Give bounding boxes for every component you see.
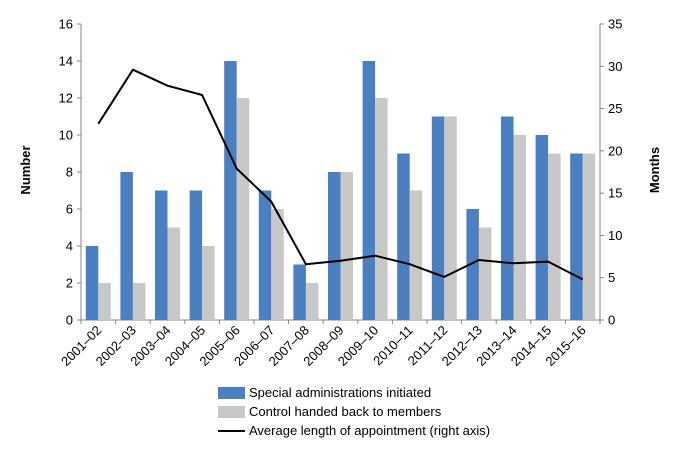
bar-control-handed-back [271, 209, 284, 320]
bar-control-handed-back [478, 227, 492, 320]
y-tick-label: 6 [66, 202, 73, 217]
legend-item-special-administrations: Special administrations initiated [218, 383, 490, 402]
bar-special-administrations [120, 172, 133, 320]
line-average-length [97, 68, 584, 281]
y2-tick-label: 35 [608, 17, 622, 32]
bar-control-handed-back [305, 283, 319, 320]
bar-control-handed-back [236, 98, 250, 320]
line-series [97, 68, 584, 281]
bar-special-administrations [466, 209, 479, 320]
bar-special-administrations [258, 190, 272, 320]
legend-item-average-length: Average length of appointment (right axi… [218, 421, 490, 440]
y-tick-label: 16 [59, 17, 73, 32]
legend-label: Control handed back to members [249, 404, 442, 419]
bar-special-administrations [85, 246, 99, 320]
bar-control-handed-back [340, 172, 353, 320]
legend-label: Special administrations initiated [249, 385, 432, 400]
y2-tick-label: 25 [608, 101, 622, 116]
y2-tick-label: 0 [608, 313, 615, 328]
legend-label: Average length of appointment (right axi… [249, 423, 491, 438]
bar-special-administrations [431, 116, 445, 320]
bar-control-handed-back [375, 98, 388, 320]
bar-special-administrations [501, 116, 514, 320]
y2-axis-title: Months [647, 147, 662, 193]
y-tick-label: 2 [66, 276, 73, 291]
legend-swatch-blue [218, 386, 245, 399]
bar-special-administrations [224, 61, 237, 320]
y-axis-title: Number [18, 145, 33, 194]
y2-tick-label: 30 [608, 59, 622, 74]
bar-special-administrations [535, 135, 549, 320]
bar-special-administrations [397, 153, 410, 320]
y2-tick-label: 5 [608, 270, 615, 285]
bar-special-administrations [328, 172, 341, 320]
bar-control-handed-back [202, 246, 215, 320]
bar-special-administrations [570, 153, 583, 320]
bar-special-administrations [189, 190, 203, 320]
y2-tick-label: 20 [608, 143, 622, 158]
y-tick-label: 10 [59, 128, 73, 143]
y2-tick-label: 15 [608, 186, 622, 201]
y-tick-label: 8 [66, 165, 73, 180]
bar-control-handed-back [513, 135, 526, 320]
y-tick-label: 14 [59, 54, 73, 69]
bar-control-handed-back [409, 190, 423, 320]
bar-control-handed-back [167, 227, 180, 320]
bar-control-handed-back [582, 153, 596, 320]
y-tick-label: 0 [66, 313, 73, 328]
bar-special-administrations [293, 264, 306, 320]
legend: Special administrations initiated Contro… [218, 383, 490, 440]
bar-control-handed-back [132, 283, 146, 320]
bar-special-administrations [155, 190, 168, 320]
bar-control-handed-back [98, 283, 111, 320]
y-tick-label: 12 [59, 91, 73, 106]
bar-control-handed-back [444, 116, 457, 320]
legend-swatch-line [218, 429, 245, 432]
bar-special-administrations [362, 61, 376, 320]
legend-swatch-grey [218, 405, 245, 418]
bar-control-handed-back [548, 153, 561, 320]
y-tick-label: 4 [66, 239, 73, 254]
y2-tick-label: 10 [608, 228, 622, 243]
legend-item-control-handed-back: Control handed back to members [218, 402, 490, 421]
bars [85, 61, 596, 320]
